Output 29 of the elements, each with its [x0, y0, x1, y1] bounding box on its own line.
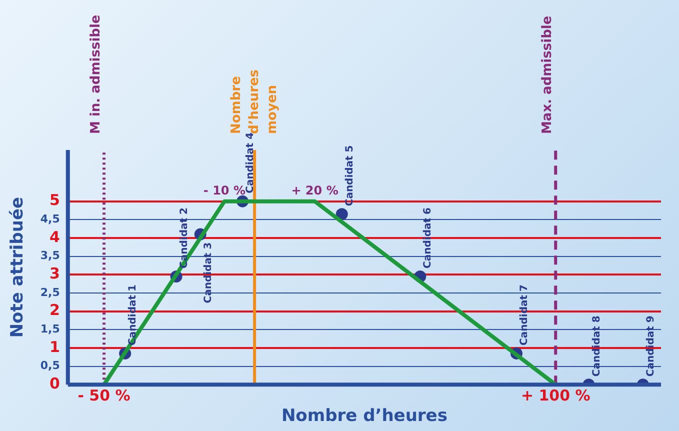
- y-tick-label: 1,5: [40, 322, 60, 336]
- annotation: Candidat 3: [202, 242, 214, 304]
- y-tick-label: 2: [49, 301, 60, 320]
- annotation: Candidat 8: [591, 316, 602, 377]
- y-tick-label: 3: [49, 264, 60, 283]
- annotation: Candidat 4: [245, 132, 256, 194]
- y-tick-label: 0: [49, 374, 60, 392]
- y-tick-label: 2,5: [40, 286, 60, 299]
- y-tick-label: 4: [49, 228, 60, 246]
- y-tick-label: 4,5: [40, 212, 60, 226]
- annotation: + 20 %: [291, 183, 338, 198]
- x-tick-label: - 50 %: [78, 386, 130, 404]
- ref-line-label: Nombre d’heures moyen: [228, 69, 280, 134]
- y-axis-title: Note attribuée: [8, 196, 28, 338]
- x-axis-title: Nombre d’heures: [281, 406, 448, 426]
- annotation: Candidat 7: [519, 284, 530, 346]
- annotation: Candidat 5: [344, 145, 356, 206]
- annotation: Candidat 9: [646, 316, 657, 377]
- y-tick-label: 1: [49, 338, 60, 356]
- y-tick-label: 5: [49, 191, 60, 210]
- x-tick-label: + 100 %: [520, 386, 590, 404]
- y-tick-label: 0,5: [40, 359, 60, 372]
- ref-line-label: Max. admissible: [540, 16, 555, 134]
- annotation: Candidat 6: [422, 208, 434, 268]
- annotation: - 10 %: [203, 183, 246, 198]
- y-tick-label: 3,5: [40, 249, 60, 262]
- annotation: Candidat 2: [178, 208, 190, 268]
- annotation: Candidat 1: [128, 284, 139, 346]
- ref-line-label: M in. admissible: [88, 14, 104, 134]
